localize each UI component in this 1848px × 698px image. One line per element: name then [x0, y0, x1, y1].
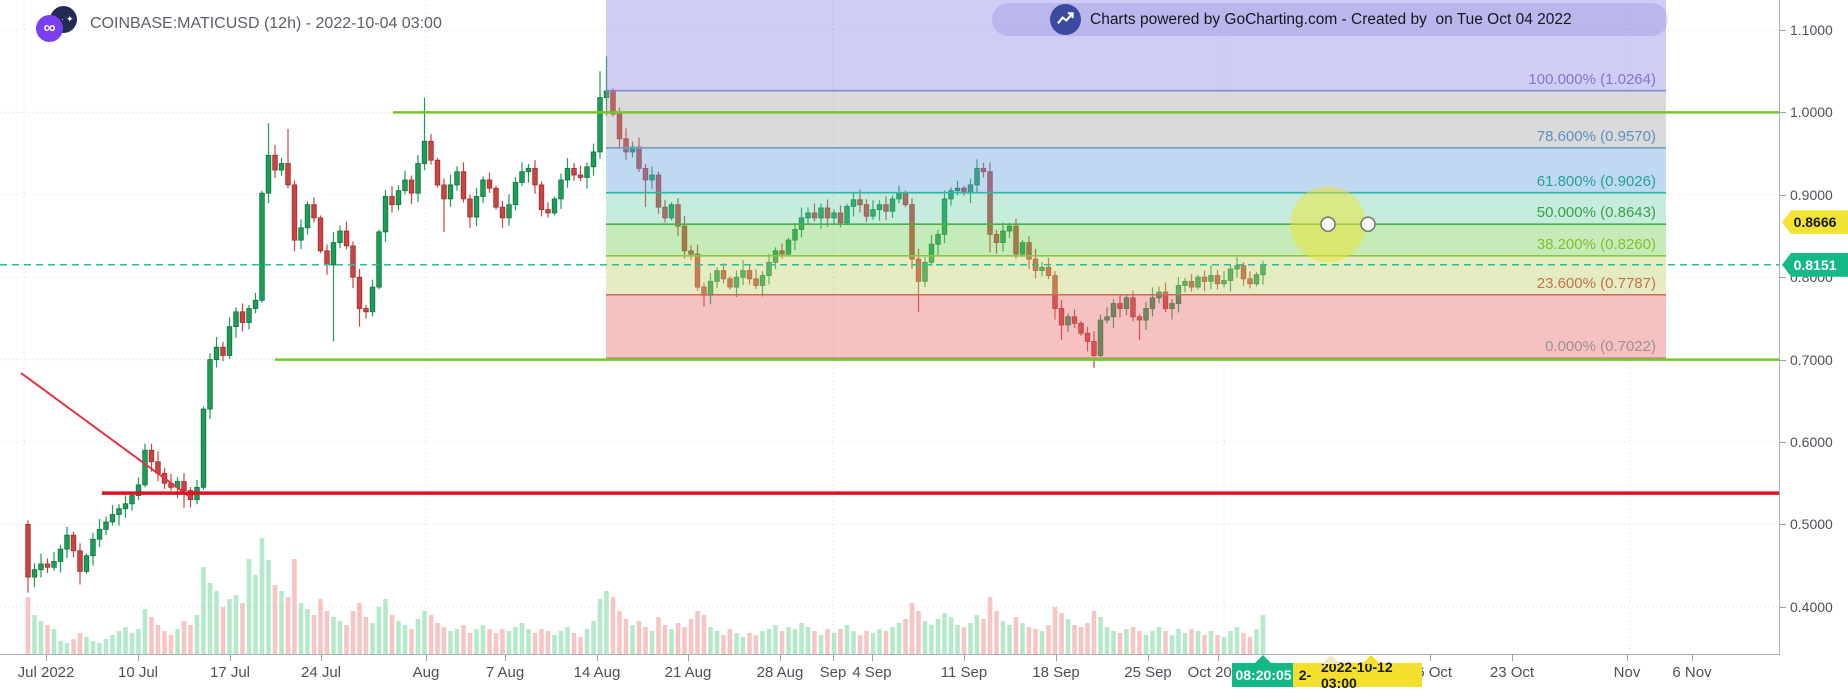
price-axis-label: 0.4000: [1790, 598, 1833, 615]
fib-handle-left[interactable]: [1320, 216, 1336, 233]
price-tick: [1780, 30, 1786, 31]
fib-level-label: 61.800% (0.9026): [1536, 172, 1656, 190]
time-axis-label: Sep: [819, 664, 847, 681]
fib-handle-price-tag: 0.8666: [1782, 210, 1848, 235]
fib-level-label: 100.000% (1.0264): [1528, 70, 1656, 88]
time-tick: [688, 655, 689, 661]
time-axis-label: 4 Sep: [852, 664, 892, 681]
time-tick: [1627, 655, 1628, 661]
fib-level-label: 38.200% (0.8260): [1536, 235, 1656, 253]
fib-anchor-date-tag: 2022-10-12 03:00: [1315, 659, 1422, 691]
time-tick: [1512, 655, 1513, 661]
infinity-logo-icon: ∞: [36, 15, 63, 42]
time-tick: [964, 655, 965, 661]
time-tick: [230, 655, 231, 661]
time-axis-label: 14 Aug: [573, 664, 621, 681]
time-axis-label: 17 Jul: [209, 664, 251, 681]
time-tick: [597, 655, 598, 661]
gocharting-logo[interactable]: ✦·✦ ∞: [30, 3, 86, 45]
time-tick: [138, 655, 139, 661]
time-tick: [426, 655, 427, 661]
fib-level-label: 78.600% (0.9570): [1536, 127, 1656, 145]
candle-countdown-tag: 08:20:05: [1232, 663, 1295, 687]
time-tick: [1692, 655, 1693, 661]
time-tick: [1430, 655, 1431, 661]
candlestick-layer: [25, 56, 1266, 593]
time-axis-label: 7 Aug: [485, 664, 525, 681]
time-tick: [833, 655, 834, 661]
candle-countdown-tag-pointer: [1254, 655, 1272, 664]
hidden-date-tag: 2-: [1293, 663, 1317, 687]
price-axis-label: 0.5000: [1790, 516, 1833, 533]
time-tick: [1218, 655, 1219, 661]
chart-title-bar: ✦·✦ ∞ COINBASE:MATICUSD (12h) - 2022-10-…: [30, 4, 442, 44]
fib-handle-right[interactable]: [1360, 216, 1376, 233]
price-axis-label: 0.9000: [1790, 186, 1833, 203]
time-axis-label: Aug: [412, 664, 440, 681]
time-axis-label: 21 Aug: [664, 664, 712, 681]
price-tick: [1780, 442, 1786, 443]
time-tick: [321, 655, 322, 661]
price-tick: [1780, 194, 1786, 196]
time-axis-label: 24 Jul: [300, 664, 342, 681]
time-tick: [872, 655, 873, 661]
time-axis-label: 10 Jul: [117, 664, 159, 681]
price-axis-label: 0.7000: [1790, 351, 1833, 368]
time-axis-label: 6 Nov: [1672, 664, 1712, 681]
powered-by-text: Charts powered by GoCharting.com - Creat…: [1090, 10, 1572, 28]
fib-zone: [606, 0, 1666, 359]
price-tick: [1780, 277, 1786, 279]
time-tick: [1056, 655, 1057, 661]
time-axis-label: Jul 2022: [17, 664, 75, 681]
fib-level-label: 50.000% (0.8643): [1536, 204, 1656, 222]
trend-up-icon: [1050, 4, 1081, 35]
time-axis-label: 11 Sep: [940, 664, 988, 681]
price-tick: [1780, 112, 1786, 114]
powered-by-badge: Charts powered by GoCharting.com - Creat…: [992, 3, 1668, 36]
time-tick: [1148, 655, 1149, 661]
last-price-tag: 0.8151: [1782, 252, 1848, 277]
time-tick: [46, 655, 47, 661]
price-axis-label: 0.6000: [1790, 434, 1833, 450]
pale-anchor-tri: [1322, 655, 1340, 664]
fib-anchor-date-tag-pointer: [1362, 655, 1380, 664]
price-tick: [1780, 359, 1786, 361]
time-axis-label: 23 Oct: [1489, 664, 1535, 681]
time-tick: [505, 655, 506, 661]
time-axis-label: 25 Sep: [1124, 664, 1172, 681]
price-tick: [1780, 606, 1786, 608]
price-axis-label: 1.0000: [1790, 104, 1833, 121]
fib-level-label: 23.600% (0.7787): [1536, 274, 1656, 292]
symbol-title: COINBASE:MATICUSD (12h) - 2022-10-04 03:…: [90, 15, 442, 32]
volume-layer: [25, 538, 1266, 655]
price-axis-label: 1.1000: [1790, 22, 1833, 38]
fib-level-label: 0.000% (0.7022): [1545, 337, 1656, 355]
chart-plot-area[interactable]: [0, 0, 1780, 655]
time-tick: [780, 655, 781, 661]
time-axis-label: 18 Sep: [1032, 664, 1080, 681]
price-tick: [1780, 524, 1786, 526]
time-axis-label: Nov: [1613, 664, 1641, 681]
time-axis-label: 28 Aug: [756, 664, 804, 681]
